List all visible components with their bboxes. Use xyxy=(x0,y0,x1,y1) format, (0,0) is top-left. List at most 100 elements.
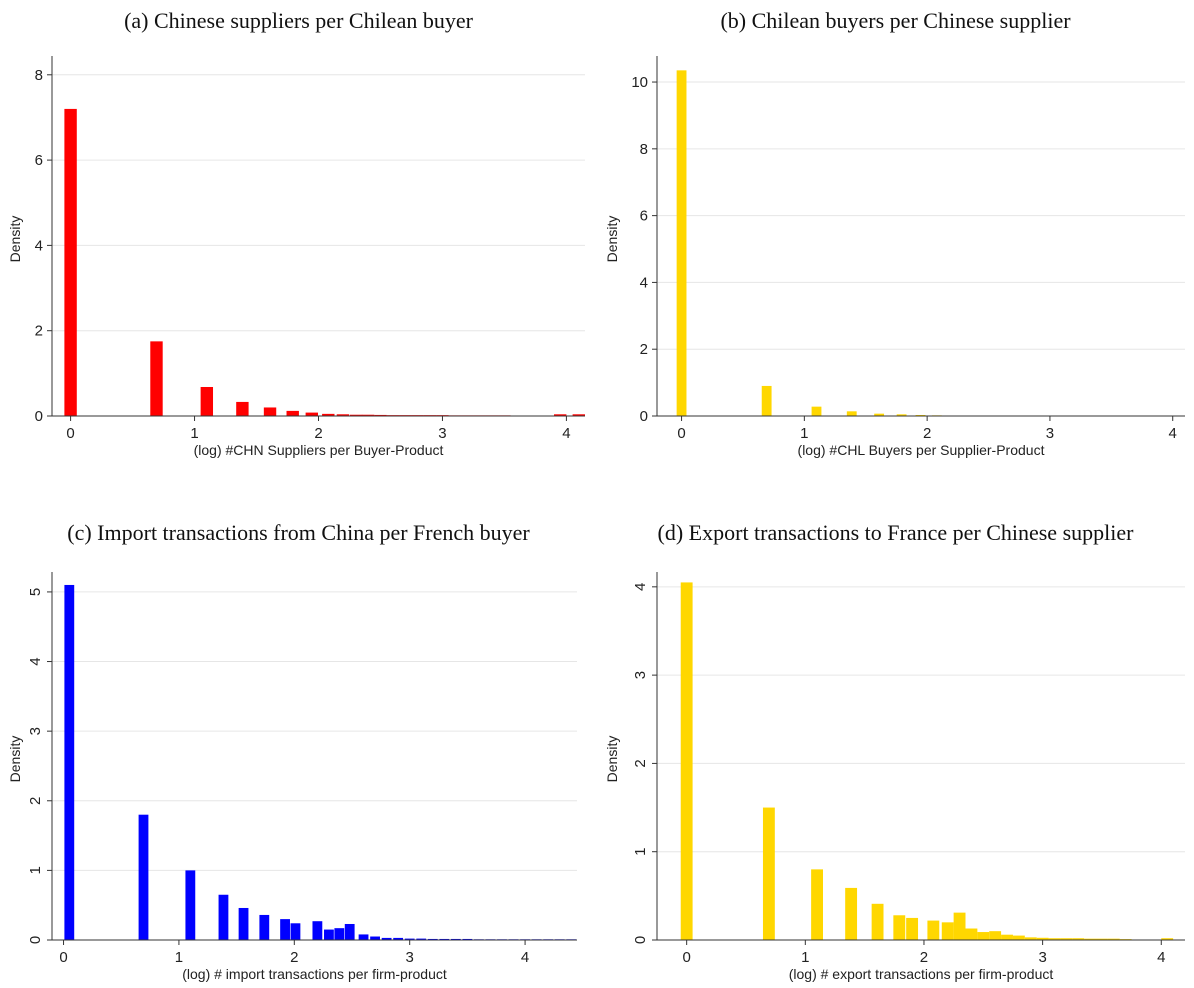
histogram-bar xyxy=(1084,938,1097,940)
y-axis-label: Density xyxy=(7,736,23,783)
histogram-bar xyxy=(374,414,387,416)
histogram-bar xyxy=(965,928,978,940)
histogram-bar xyxy=(871,903,884,940)
histogram-bar xyxy=(676,70,687,416)
x-axis-label: (log) # import transactions per firm-pro… xyxy=(182,966,447,982)
x-tick-label: 0 xyxy=(66,425,74,442)
x-tick-label: 3 xyxy=(406,949,414,966)
y-tick-label: 3 xyxy=(27,727,44,735)
x-tick-label: 1 xyxy=(801,949,809,966)
histogram-bar xyxy=(1060,938,1073,940)
chart-plot: 0 1 2 3 4 5 0 1 2 3 4 (log) # import transactions p… xyxy=(7,572,577,982)
chart-panel-c: (c) Import transactions from China per F… xyxy=(0,494,597,988)
y-tick-label: 4 xyxy=(640,274,648,291)
x-axis-label: (log) #CHL Buyers per Supplier-Product xyxy=(798,442,1045,458)
x-tick-label: 2 xyxy=(290,949,298,966)
histogram-bar xyxy=(280,919,290,940)
y-tick-label: 8 xyxy=(640,141,648,158)
y-tick-label: 8 xyxy=(35,67,43,84)
histogram-bar xyxy=(370,936,380,940)
histogram-bar xyxy=(236,401,249,416)
histogram-bar xyxy=(977,932,990,940)
y-tick-label: 4 xyxy=(632,583,649,591)
histogram-bar xyxy=(324,929,334,940)
x-tick-label: 3 xyxy=(438,425,446,442)
y-tick-label: 0 xyxy=(640,408,648,425)
chart-title: (d) Export transactions to France per Ch… xyxy=(657,520,1134,545)
histogram-bar xyxy=(1001,934,1013,940)
histogram-bar xyxy=(896,414,907,416)
histogram-bar xyxy=(138,814,149,940)
histogram-bar xyxy=(462,938,473,940)
y-tick-label: 1 xyxy=(27,866,44,874)
histogram-bar xyxy=(218,894,229,940)
histogram-bar xyxy=(989,931,1002,940)
x-tick-label: 1 xyxy=(190,425,198,442)
histogram-bar xyxy=(762,807,775,940)
histogram-bar xyxy=(941,922,954,940)
histogram-bar xyxy=(404,938,415,940)
histogram-bar xyxy=(680,582,693,940)
y-tick-label: 10 xyxy=(631,74,648,91)
histogram-bar xyxy=(64,584,75,940)
histogram-bar xyxy=(1107,938,1120,940)
histogram-bar xyxy=(893,915,906,940)
x-tick-label: 0 xyxy=(677,425,685,442)
histogram-bar xyxy=(238,907,249,940)
histogram-bar xyxy=(361,414,375,416)
histogram-bar xyxy=(200,386,214,416)
chart-title: (b) Chilean buyers per Chinese supplier xyxy=(720,8,1071,33)
chart-title: (a) Chinese suppliers per Chilean buyer xyxy=(124,8,473,33)
histogram-bar xyxy=(336,414,350,416)
y-tick-label: 6 xyxy=(640,208,648,225)
histogram-bar xyxy=(358,934,369,940)
histogram-bar xyxy=(349,414,363,416)
chart-plot: 0 2 4 6 8 0 1 2 3 4 (log) #CHN Suppliers per Buyer… xyxy=(7,56,585,458)
y-axis-label: Density xyxy=(7,216,23,263)
x-tick-label: 4 xyxy=(562,425,570,442)
histogram-bar xyxy=(811,869,823,940)
histogram-bar xyxy=(305,412,319,416)
histogram-bar xyxy=(1024,937,1037,940)
chart-panel-b: (b) Chilean buyers per Chinese supplier … xyxy=(597,0,1194,494)
histogram-bar xyxy=(1048,938,1061,940)
y-tick-label: 0 xyxy=(632,936,649,944)
x-tick-label: 3 xyxy=(1046,425,1054,442)
chart-panel-d: (d) Export transactions to France per Ch… xyxy=(597,494,1194,988)
histogram-bar xyxy=(259,914,270,940)
histogram-bar xyxy=(344,923,355,940)
y-tick-label: 0 xyxy=(27,936,44,944)
y-tick-label: 1 xyxy=(632,848,649,856)
chart-plot: 0 2 4 6 8 10 0 1 2 3 4 (log) #CHL Buyers per Suppli… xyxy=(604,56,1185,458)
histogram-bar xyxy=(263,407,277,416)
x-tick-label: 1 xyxy=(175,949,183,966)
y-tick-label: 6 xyxy=(35,152,43,169)
histogram-bar xyxy=(334,928,345,940)
chart-title: (c) Import transactions from China per F… xyxy=(67,520,530,545)
x-axis-label: (log) #CHN Suppliers per Buyer-Product xyxy=(194,442,444,458)
histogram-bar xyxy=(906,917,919,940)
x-tick-label: 4 xyxy=(521,949,529,966)
histogram-bar xyxy=(1012,935,1025,940)
histogram-bar xyxy=(554,414,567,416)
histogram-bar xyxy=(1036,937,1049,940)
y-tick-label: 5 xyxy=(27,588,44,596)
y-tick-label: 0 xyxy=(35,408,43,425)
histogram-bar xyxy=(393,937,404,940)
y-axis-label: Density xyxy=(604,736,620,783)
histogram-bar xyxy=(874,413,885,416)
histogram-bar xyxy=(150,341,163,416)
y-tick-label: 2 xyxy=(27,797,44,805)
histogram-bar xyxy=(64,108,77,417)
histogram-bar xyxy=(322,413,335,416)
x-tick-label: 0 xyxy=(682,949,690,966)
histogram-bar xyxy=(312,921,323,940)
x-tick-label: 4 xyxy=(1169,425,1177,442)
y-tick-label: 2 xyxy=(35,323,43,340)
histogram-bar xyxy=(915,414,926,416)
y-tick-label: 2 xyxy=(640,341,648,358)
histogram-bar xyxy=(439,938,450,940)
histogram-bar xyxy=(1072,938,1085,940)
histogram-bar xyxy=(846,411,857,416)
histogram-bar xyxy=(953,912,966,940)
